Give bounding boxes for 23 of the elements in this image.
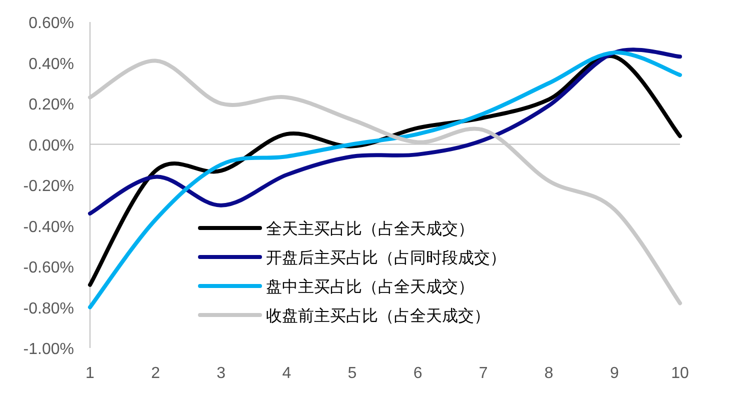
legend-label: 开盘后主买占比（占同时段成交） <box>266 249 506 267</box>
x-tick-label: 4 <box>282 365 292 382</box>
x-tick-label: 5 <box>348 365 357 382</box>
x-tick-label: 7 <box>478 365 488 382</box>
legend-label: 收盘前主买占比（占全天成交） <box>266 307 490 325</box>
legend-label: 盘中主买占比（占全天成交） <box>266 278 474 296</box>
x-tick-label: 2 <box>151 365 160 382</box>
y-tick-label: -1.00% <box>23 341 74 358</box>
x-tick-label: 1 <box>86 365 95 382</box>
y-tick-label: -0.80% <box>23 300 74 318</box>
y-tick-label: 0.00% <box>28 137 74 154</box>
x-tick-label: 10 <box>671 365 689 382</box>
y-tick-label: -0.60% <box>23 260 74 276</box>
legend-label: 全天主买占比（占全天成交） <box>266 220 474 238</box>
y-tick-label: -0.40% <box>23 218 74 236</box>
x-tick-label: 3 <box>216 365 226 382</box>
x-tick-label: 9 <box>610 365 619 382</box>
y-tick-label: 0.60% <box>28 15 74 32</box>
x-tick-label: 6 <box>413 365 422 382</box>
x-tick-label: 8 <box>544 365 554 382</box>
y-tick-label: 0.40% <box>28 56 74 73</box>
y-tick-label: -0.20% <box>23 178 74 195</box>
y-tick-label: 0.20% <box>28 96 74 114</box>
